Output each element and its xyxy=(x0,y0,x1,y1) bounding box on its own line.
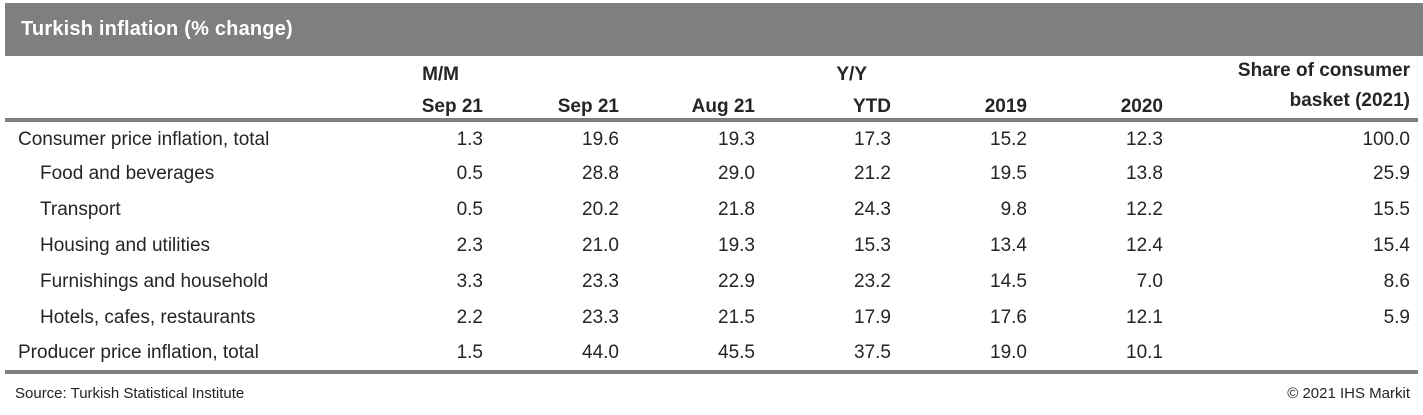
table-row-food-beverages: Food and beverages 0.5 28.8 29.0 21.2 19… xyxy=(5,156,1418,192)
column-header-ytd: YTD xyxy=(755,88,891,122)
group-header-spacer xyxy=(1027,56,1163,88)
group-header-spacer xyxy=(619,56,755,88)
cell-value: 19.3 xyxy=(718,129,755,150)
cell-value: 10.1 xyxy=(1027,336,1163,374)
table-body: Consumer price inflation, total 1.3 19.6… xyxy=(5,120,1418,374)
cell-value: 20.2 xyxy=(582,199,619,220)
cell-value: 23.3 xyxy=(582,271,619,292)
column-header-share: Share of consumer basket (2021) xyxy=(1163,56,1418,122)
column-header-2020: 2020 xyxy=(1027,88,1163,122)
cell-value: 21.5 xyxy=(718,307,755,328)
cell-value: 15.4 xyxy=(1373,235,1410,256)
column-header-row: Sep 21 Sep 21 Aug 21 YTD 2019 2020 xyxy=(5,88,1418,122)
cell-value: 19.0 xyxy=(891,336,1027,374)
cell-value: 19.3 xyxy=(718,235,755,256)
column-header-2019: 2019 xyxy=(891,88,1027,122)
cell-value: 37.5 xyxy=(755,336,891,374)
group-header-yy: Y/Y xyxy=(836,64,867,85)
cell-value: 2.3 xyxy=(456,235,483,256)
table-row-consumer-total: Consumer price inflation, total 1.3 19.6… xyxy=(5,120,1418,156)
label-column-header-spacer xyxy=(5,56,347,88)
cell-value: 17.9 xyxy=(854,307,891,328)
cell-value: 12.1 xyxy=(1126,307,1163,328)
cell-value: 1.3 xyxy=(456,129,483,150)
row-label: Producer price inflation, total xyxy=(5,336,347,374)
group-header-spacer xyxy=(891,56,1027,88)
row-label: Food and beverages xyxy=(40,163,215,184)
cell-value: 7.0 xyxy=(1136,271,1163,292)
cell-value: 24.3 xyxy=(854,199,891,220)
table-row-housing-utilities: Housing and utilities 2.3 21.0 19.3 15.3… xyxy=(5,228,1418,264)
cell-value: 15.5 xyxy=(1373,199,1410,220)
row-label: Furnishings and household xyxy=(40,271,269,292)
inflation-table-page: Turkish inflation (% change) M/M Y/Y Sha… xyxy=(0,3,1423,415)
table-row-furnishings-household: Furnishings and household 3.3 23.3 22.9 … xyxy=(5,264,1418,300)
cell-value: 13.8 xyxy=(1126,163,1163,184)
cell-value: 15.2 xyxy=(990,129,1027,150)
cell-value: 9.8 xyxy=(1000,199,1027,220)
cell-value xyxy=(1163,336,1418,374)
cell-value: 12.2 xyxy=(1126,199,1163,220)
cell-value: 17.3 xyxy=(854,129,891,150)
group-header-spacer xyxy=(483,56,619,88)
cell-value: 12.4 xyxy=(1126,235,1163,256)
cell-value: 28.8 xyxy=(582,163,619,184)
table-title-bar: Turkish inflation (% change) xyxy=(5,3,1423,56)
row-label: Transport xyxy=(40,199,121,220)
table-footer: Source: Turkish Statistical Institute © … xyxy=(5,374,1418,402)
cell-value: 3.3 xyxy=(456,271,483,292)
cell-value: 19.6 xyxy=(582,129,619,150)
row-label: Hotels, cafes, restaurants xyxy=(40,307,256,328)
copyright-note: © 2021 IHS Markit xyxy=(1287,385,1410,402)
cell-value: 23.2 xyxy=(854,271,891,292)
share-header-line2: basket (2021) xyxy=(1289,90,1410,111)
group-header-row: M/M Y/Y Share of consumer basket (2021) xyxy=(5,56,1418,122)
cell-value: 21.2 xyxy=(854,163,891,184)
inflation-table: M/M Y/Y Share of consumer basket (2021) … xyxy=(5,56,1418,374)
cell-value: 14.5 xyxy=(990,271,1027,292)
cell-value: 1.5 xyxy=(347,336,483,374)
cell-value: 100.0 xyxy=(1362,129,1410,150)
column-header-sep21-mm: Sep 21 xyxy=(347,88,483,122)
row-label: Housing and utilities xyxy=(40,235,211,256)
cell-value: 25.9 xyxy=(1373,163,1410,184)
label-column-header xyxy=(5,88,347,122)
cell-value: 22.9 xyxy=(718,271,755,292)
table-title: Turkish inflation (% change) xyxy=(21,18,293,40)
cell-value: 29.0 xyxy=(718,163,755,184)
cell-value: 17.6 xyxy=(990,307,1027,328)
cell-value: 19.5 xyxy=(990,163,1027,184)
cell-value: 23.3 xyxy=(582,307,619,328)
cell-value: 2.2 xyxy=(456,307,483,328)
cell-value: 8.6 xyxy=(1383,271,1410,292)
cell-value: 44.0 xyxy=(483,336,619,374)
group-header-mm: M/M xyxy=(422,64,459,85)
cell-value: 21.0 xyxy=(582,235,619,256)
row-label: Consumer price inflation, total xyxy=(18,129,270,150)
cell-value: 45.5 xyxy=(619,336,755,374)
cell-value: 12.3 xyxy=(1126,129,1163,150)
cell-value: 15.3 xyxy=(854,235,891,256)
cell-value: 21.8 xyxy=(718,199,755,220)
cell-value: 0.5 xyxy=(456,163,483,184)
table-row-hotels-cafes-restaurants: Hotels, cafes, restaurants 2.2 23.3 21.5… xyxy=(5,300,1418,336)
table-header: M/M Y/Y Share of consumer basket (2021) … xyxy=(5,56,1418,122)
cell-value: 0.5 xyxy=(456,199,483,220)
source-note: Source: Turkish Statistical Institute xyxy=(15,385,245,402)
column-header-sep21-yy: Sep 21 xyxy=(483,88,619,122)
share-header-line1: Share of consumer xyxy=(1237,60,1410,81)
cell-value: 13.4 xyxy=(990,235,1027,256)
table-row-transport: Transport 0.5 20.2 21.8 24.3 9.8 12.2 15… xyxy=(5,192,1418,228)
table-row-producer-total: Producer price inflation, total 1.5 44.0… xyxy=(5,336,1418,374)
column-header-aug21: Aug 21 xyxy=(619,88,755,122)
cell-value: 5.9 xyxy=(1383,307,1410,328)
